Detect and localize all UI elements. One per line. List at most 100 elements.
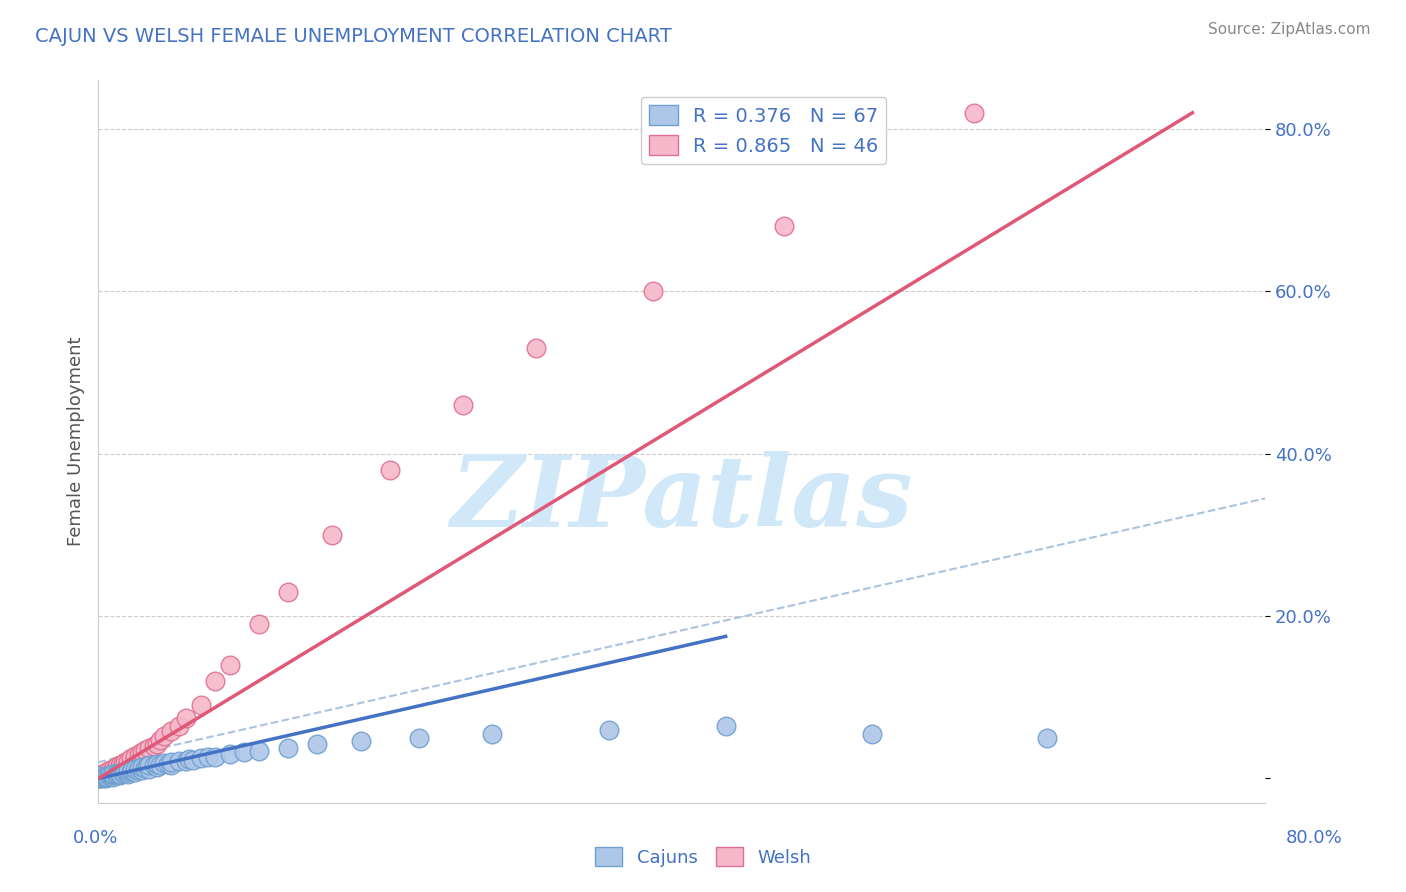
Text: Source: ZipAtlas.com: Source: ZipAtlas.com xyxy=(1208,22,1371,37)
Point xyxy=(128,747,150,761)
Point xyxy=(146,737,169,751)
Point xyxy=(91,771,114,785)
Point xyxy=(142,757,165,772)
Point xyxy=(110,758,132,772)
Text: ZIPatlas: ZIPatlas xyxy=(451,451,912,548)
Point xyxy=(105,766,128,780)
Point xyxy=(277,740,299,755)
Point xyxy=(94,771,117,785)
Point xyxy=(117,754,139,768)
Point xyxy=(117,764,139,778)
Point xyxy=(124,762,146,776)
Point xyxy=(97,764,120,779)
Text: 0.0%: 0.0% xyxy=(73,829,118,847)
Point xyxy=(101,764,124,778)
Point xyxy=(90,772,112,786)
Point xyxy=(112,765,135,780)
Point xyxy=(90,769,112,783)
Point xyxy=(98,768,121,782)
Point xyxy=(321,528,343,542)
Point xyxy=(134,761,156,775)
Point xyxy=(117,756,139,770)
Point xyxy=(167,719,190,733)
Point xyxy=(94,764,117,779)
Point xyxy=(1035,731,1057,745)
Point xyxy=(131,746,153,760)
Point xyxy=(138,740,160,755)
Point xyxy=(120,764,142,779)
Point xyxy=(87,772,110,786)
Point xyxy=(142,739,165,753)
Point xyxy=(174,754,197,768)
Point xyxy=(104,767,127,781)
Point xyxy=(350,734,373,748)
Point xyxy=(120,751,142,765)
Point xyxy=(124,748,146,763)
Point xyxy=(138,762,160,776)
Point xyxy=(408,731,430,745)
Point xyxy=(218,657,240,672)
Point xyxy=(524,341,547,355)
Point xyxy=(233,746,256,760)
Point xyxy=(93,766,115,780)
Point xyxy=(124,752,146,766)
Point xyxy=(146,760,169,774)
Point xyxy=(117,764,139,779)
Point xyxy=(181,753,204,767)
Point xyxy=(153,729,176,743)
Point xyxy=(153,756,176,770)
Point xyxy=(773,219,796,234)
Point xyxy=(87,770,110,784)
Point xyxy=(98,764,121,778)
Point xyxy=(157,756,180,771)
Point xyxy=(127,763,149,777)
Point xyxy=(101,767,124,781)
Point xyxy=(451,398,474,412)
Y-axis label: Female Unemployment: Female Unemployment xyxy=(66,337,84,546)
Point xyxy=(714,719,737,733)
Point xyxy=(218,747,240,761)
Point xyxy=(131,764,153,778)
Point xyxy=(131,760,153,774)
Point xyxy=(110,766,132,780)
Point xyxy=(87,769,110,783)
Point xyxy=(174,710,197,724)
Point xyxy=(101,770,124,784)
Point xyxy=(111,764,134,779)
Point xyxy=(96,770,118,784)
Point xyxy=(138,758,160,772)
Point xyxy=(97,769,120,783)
Point xyxy=(204,673,226,688)
Point xyxy=(128,761,150,775)
Point xyxy=(641,285,664,299)
Point xyxy=(307,737,329,751)
Point xyxy=(146,756,169,771)
Point xyxy=(89,770,111,784)
Point xyxy=(100,769,122,783)
Legend: Cajuns, Welsh: Cajuns, Welsh xyxy=(588,840,818,874)
Point xyxy=(149,733,172,747)
Point xyxy=(114,764,136,779)
Point xyxy=(93,770,115,784)
Text: CAJUN VS WELSH FEMALE UNEMPLOYMENT CORRELATION CHART: CAJUN VS WELSH FEMALE UNEMPLOYMENT CORRE… xyxy=(35,27,672,45)
Point xyxy=(87,772,110,786)
Point xyxy=(247,617,270,632)
Point xyxy=(598,723,620,737)
Point xyxy=(87,771,110,785)
Point xyxy=(110,768,132,782)
Point xyxy=(94,769,117,783)
Point xyxy=(177,752,200,766)
Point xyxy=(167,755,190,769)
Point xyxy=(114,755,136,769)
Point xyxy=(124,764,146,779)
Point xyxy=(134,743,156,757)
Point xyxy=(860,727,883,741)
Point xyxy=(94,767,117,781)
Point xyxy=(101,766,124,780)
Point xyxy=(190,751,212,765)
Point xyxy=(101,768,124,782)
Point xyxy=(108,765,131,780)
Text: 80.0%: 80.0% xyxy=(1286,829,1343,847)
Point xyxy=(160,758,183,772)
Point xyxy=(160,724,183,739)
